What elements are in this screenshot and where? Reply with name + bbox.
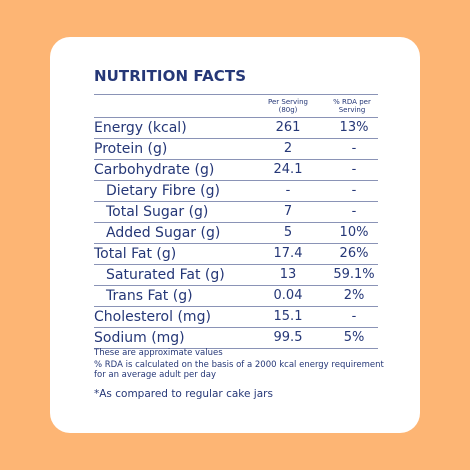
row-rda: 13% <box>339 120 369 135</box>
row-label: Sodium (mg) <box>94 330 185 346</box>
row-label: Total Fat (g) <box>94 246 177 262</box>
row-label: Cholesterol (mg) <box>94 309 211 325</box>
table-row: Added Sugar (g) 5 10% <box>94 223 378 244</box>
table-row: Cholesterol (mg) 15.1 - <box>94 307 378 328</box>
table-row: Carbohydrate (g) 24.1 - <box>94 160 378 181</box>
row-label: Total Sugar (g) <box>106 204 209 220</box>
table-row: Energy (kcal) 261 13% <box>94 118 378 139</box>
row-rda: 10% <box>339 225 369 240</box>
table-row: Dietary Fibre (g) - - <box>94 181 378 202</box>
row-value: 17.4 <box>273 246 303 261</box>
row-value: 0.04 <box>273 288 303 303</box>
row-label: Energy (kcal) <box>94 120 187 136</box>
row-label: Added Sugar (g) <box>106 225 221 241</box>
row-rda: 26% <box>339 246 369 261</box>
rda-note: % RDA is calculated on the basis of a 20… <box>94 360 384 380</box>
table-row: Total Sugar (g) 7 - <box>94 202 378 223</box>
table-row: Saturated Fat (g) 13 59.1% <box>94 265 378 286</box>
approx-note: These are approximate values <box>94 348 223 358</box>
table-row: Total Fat (g) 17.4 26% <box>94 244 378 265</box>
row-value: - <box>285 183 291 198</box>
row-rda: 59.1% <box>333 267 375 282</box>
row-rda: - <box>351 183 357 198</box>
row-rda: - <box>351 204 357 219</box>
row-rda: - <box>351 309 357 324</box>
row-value: 15.1 <box>273 309 303 324</box>
row-label: Protein (g) <box>94 141 168 157</box>
row-label: Saturated Fat (g) <box>106 267 225 283</box>
nutrition-title: NUTRITION FACTS <box>94 67 247 85</box>
row-rda: 2% <box>343 288 365 303</box>
row-value: 7 <box>283 204 293 219</box>
table-header: Per Serving (80g) % RDA per Serving <box>94 95 378 118</box>
row-value: 24.1 <box>273 162 303 177</box>
row-value: 2 <box>283 141 293 156</box>
nutrition-card: NUTRITION FACTS Per Serving (80g) % RDA … <box>50 37 420 433</box>
nutrition-table: Per Serving (80g) % RDA per Serving Ener… <box>94 94 378 349</box>
row-label: Carbohydrate (g) <box>94 162 215 178</box>
row-value: 13 <box>279 267 297 282</box>
footnotes: These are approximate values % RDA is ca… <box>94 348 384 382</box>
row-rda: 5% <box>343 330 365 345</box>
comparison-note: *As compared to regular cake jars <box>94 388 273 400</box>
table-row: Sodium (mg) 99.5 5% <box>94 328 378 349</box>
table-row: Trans Fat (g) 0.04 2% <box>94 286 378 307</box>
row-value: 99.5 <box>273 330 303 345</box>
per-serving-header: Per Serving (80g) <box>268 98 308 114</box>
row-rda: - <box>351 162 357 177</box>
row-value: 5 <box>283 225 293 240</box>
row-label: Dietary Fibre (g) <box>106 183 220 199</box>
row-label: Trans Fat (g) <box>106 288 193 304</box>
rda-header: % RDA per Serving <box>333 98 371 114</box>
row-rda: - <box>351 141 357 156</box>
row-value: 261 <box>275 120 301 135</box>
table-row: Protein (g) 2 - <box>94 139 378 160</box>
